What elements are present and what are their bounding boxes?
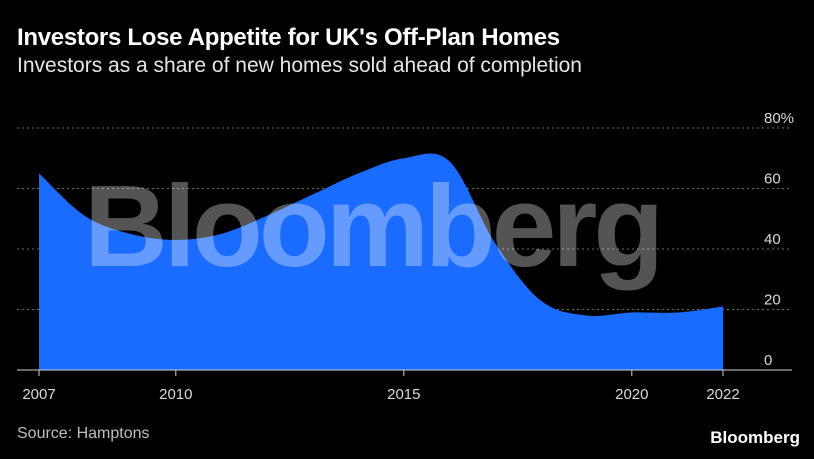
axes: 0 20 40 60 80% 2007 2010 2015 2020 2022 bbox=[17, 110, 794, 403]
chart-title: Investors Lose Appetite for UK's Off-Pla… bbox=[17, 24, 560, 51]
x-tick-label-2015: 2015 bbox=[387, 386, 420, 403]
area-investor-share bbox=[39, 153, 723, 370]
bloomberg-watermark: Bloomberg bbox=[84, 161, 660, 291]
x-tick-label-2010: 2010 bbox=[159, 386, 192, 403]
bloomberg-logo: Bloomberg bbox=[710, 428, 800, 447]
area-series bbox=[39, 153, 723, 370]
x-tick-label-2007: 2007 bbox=[22, 386, 55, 403]
x-tick-label-2022: 2022 bbox=[706, 386, 739, 403]
y-tick-label-80: 80% bbox=[764, 110, 794, 127]
x-tick-label-2020: 2020 bbox=[615, 386, 648, 403]
y-tick-label-20: 20 bbox=[764, 292, 781, 309]
y-tick-label-60: 60 bbox=[764, 171, 781, 188]
gridlines bbox=[17, 127, 792, 310]
chart-subtitle: Investors as a share of new homes sold a… bbox=[17, 54, 582, 77]
source-note: Source: Hamptons bbox=[17, 425, 150, 442]
y-tick-label-0: 0 bbox=[764, 352, 772, 369]
y-tick-label-40: 40 bbox=[764, 231, 781, 248]
